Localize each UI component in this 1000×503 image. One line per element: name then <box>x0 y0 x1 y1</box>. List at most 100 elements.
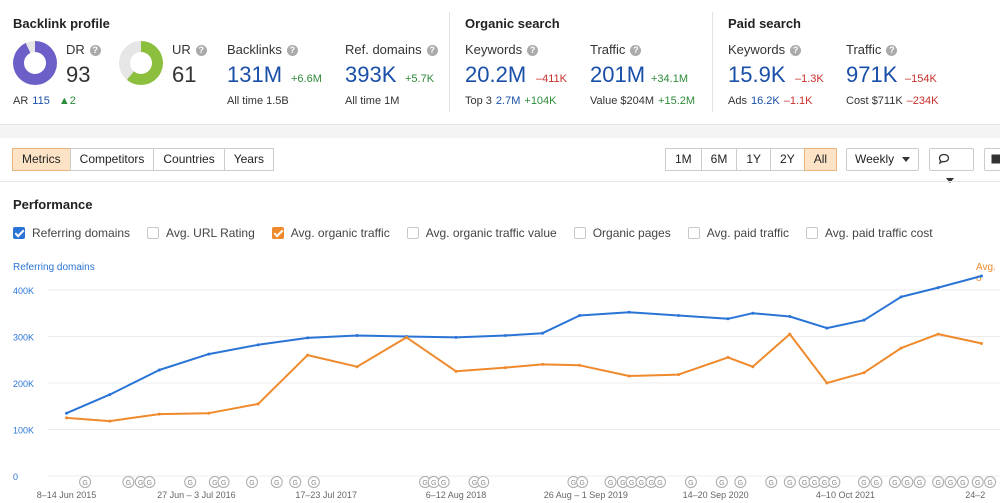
comment-icon <box>938 153 950 165</box>
ref-domains-value[interactable]: 393K <box>345 62 397 87</box>
annotations-dropdown[interactable] <box>929 148 974 183</box>
checkbox-avg-paid-traffic[interactable]: Avg. paid traffic <box>687 226 789 240</box>
annotation-marker-icon <box>765 476 778 488</box>
x-tick-label: 6–12 Aug 2018 <box>426 490 487 500</box>
ur-label: UR? <box>172 42 207 57</box>
checkbox-referring-domains[interactable]: Referring domains <box>13 226 130 240</box>
annotation-marker-label: G <box>221 480 226 487</box>
right-axis-title: Avg. o <box>976 262 996 284</box>
referring-domains-point <box>306 336 310 340</box>
checkbox-unchecked-icon <box>147 227 160 239</box>
range-2y[interactable]: 2Y <box>770 148 805 171</box>
help-icon[interactable]: ? <box>527 45 539 56</box>
avg-organic-traffic-point <box>541 362 545 366</box>
referring-domains-point <box>899 295 903 299</box>
tab-years[interactable]: Years <box>223 148 274 171</box>
annotation-marker-label: G <box>147 480 152 487</box>
range-6m[interactable]: 6M <box>700 148 738 171</box>
ads-row: Ads 16.2K –1.1K <box>728 95 813 107</box>
help-icon[interactable]: ? <box>630 45 642 56</box>
annotation-marker-icon <box>913 476 926 488</box>
help-icon[interactable]: ? <box>286 45 298 56</box>
annotation-marker-label: G <box>608 480 613 487</box>
referring-domains-point <box>503 334 507 338</box>
tab-competitors[interactable]: Competitors <box>69 148 155 171</box>
x-tick-label: 14–20 Sep 2020 <box>683 490 749 500</box>
paid-traffic-label: Traffic? <box>846 42 898 57</box>
help-icon[interactable]: ? <box>89 45 101 56</box>
panel-divider <box>0 181 1000 182</box>
avg-organic-traffic-point <box>726 355 730 359</box>
annotation-marker-icon <box>715 476 728 488</box>
organic-search-title: Organic search <box>465 16 560 31</box>
annotation-marker-label: G <box>441 480 446 487</box>
help-icon[interactable]: ? <box>886 45 898 56</box>
avg-organic-traffic-point <box>355 365 359 369</box>
checkbox-unchecked-icon <box>806 227 819 239</box>
tab-metrics[interactable]: Metrics <box>12 148 71 171</box>
annotation-marker-label: G <box>212 480 217 487</box>
help-icon[interactable]: ? <box>426 45 438 56</box>
annotation-marker-icon <box>270 476 283 488</box>
range-1m[interactable]: 1M <box>665 148 702 171</box>
tab-countries[interactable]: Countries <box>153 148 225 171</box>
organic-keywords-value[interactable]: 20.2M <box>465 62 527 87</box>
organic-traffic-value[interactable]: 201M <box>590 62 646 87</box>
section-divider <box>712 12 713 112</box>
range-1y[interactable]: 1Y <box>736 148 772 171</box>
avg-organic-traffic-point <box>256 402 260 406</box>
annotation-marker-label: G <box>802 480 807 487</box>
interval-dropdown[interactable]: Weekly <box>846 148 920 171</box>
annotation-marker-icon <box>901 476 914 488</box>
annotation-marker-icon <box>122 476 135 488</box>
backlinks-value[interactable]: 131M <box>227 62 283 87</box>
annotation-marker-icon <box>888 476 901 488</box>
referring-domains-point <box>825 326 829 330</box>
backlinks-all-time: All time 1.5B <box>227 95 289 107</box>
annotation-marker-label: G <box>787 480 792 487</box>
annotation-marker-icon <box>437 476 450 488</box>
checkbox-avg-url-rating[interactable]: Avg. URL Rating <box>147 226 255 240</box>
up-arrow-icon: ▲ <box>58 95 70 107</box>
annotation-marker-label: G <box>987 480 992 487</box>
checkbox-organic-pages[interactable]: Organic pages <box>573 226 671 240</box>
annotation-marker-label: G <box>639 480 644 487</box>
backlinks-delta: +6.6M <box>291 73 322 85</box>
avg-organic-traffic-point <box>788 332 792 336</box>
ads-value[interactable]: 16.2K <box>750 95 780 107</box>
export-button[interactable] <box>984 148 1000 171</box>
annotation-marker-label: G <box>249 480 254 487</box>
paid-traffic-value[interactable]: 971K <box>846 62 898 87</box>
referring-domains-point <box>256 343 260 347</box>
range-all[interactable]: All <box>803 148 838 171</box>
annotation-marker-label: G <box>892 480 897 487</box>
annotation-marker-icon <box>984 476 997 488</box>
ar-value[interactable]: 115 <box>32 95 50 107</box>
checkbox-avg-paid-traffic-cost[interactable]: Avg. paid traffic cost <box>806 226 933 240</box>
avg-organic-traffic-point <box>862 371 866 375</box>
help-icon[interactable]: ? <box>790 45 802 56</box>
checkbox-avg-organic-traffic[interactable]: Avg. organic traffic <box>271 226 390 240</box>
referring-domains-point <box>578 314 582 318</box>
y-tick-label: 100K <box>13 425 34 435</box>
dr-donut-chart <box>13 41 57 85</box>
ur-donut-chart <box>119 41 163 85</box>
dr-label: DR? <box>66 42 101 57</box>
annotation-marker-label: G <box>629 480 634 487</box>
referring-domains-point <box>677 314 681 318</box>
performance-chart[interactable]: 400K 300K 200K 100K 0 8–14 Jun 2015 27 Jun – 3… <box>0 256 1000 503</box>
x-tick-label: 4–10 Oct 2021 <box>816 490 875 500</box>
checkbox-avg-organic-traffic-value[interactable]: Avg. organic traffic value <box>406 226 557 240</box>
cost-row: Cost $711K –234K <box>846 95 939 107</box>
top3-value[interactable]: 2.7M <box>495 95 521 107</box>
referring-domains-point <box>157 368 161 372</box>
left-axis-title: Referring domains <box>13 262 95 273</box>
annotation-marker-label: G <box>861 480 866 487</box>
annotation-marker-icon <box>217 476 230 488</box>
annotation-marker-label: G <box>935 480 940 487</box>
referring-domains-point <box>541 331 545 335</box>
ar-delta: ▲2 <box>58 95 76 107</box>
help-icon[interactable]: ? <box>195 45 207 56</box>
paid-keywords-value[interactable]: 15.9K <box>728 62 786 87</box>
annotation-marker-label: G <box>822 480 827 487</box>
